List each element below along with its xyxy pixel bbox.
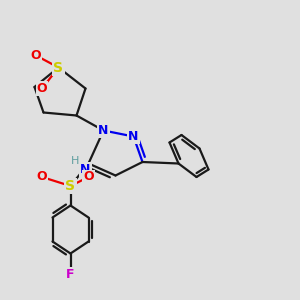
Text: O: O bbox=[37, 82, 47, 95]
Text: H: H bbox=[71, 155, 79, 166]
Text: F: F bbox=[66, 268, 75, 281]
Text: S: S bbox=[53, 61, 64, 74]
Text: S: S bbox=[65, 179, 76, 193]
Text: O: O bbox=[31, 49, 41, 62]
Text: O: O bbox=[37, 170, 47, 184]
Text: N: N bbox=[128, 130, 139, 143]
Text: O: O bbox=[83, 170, 94, 184]
Text: N: N bbox=[98, 124, 109, 137]
Text: N: N bbox=[80, 163, 91, 176]
